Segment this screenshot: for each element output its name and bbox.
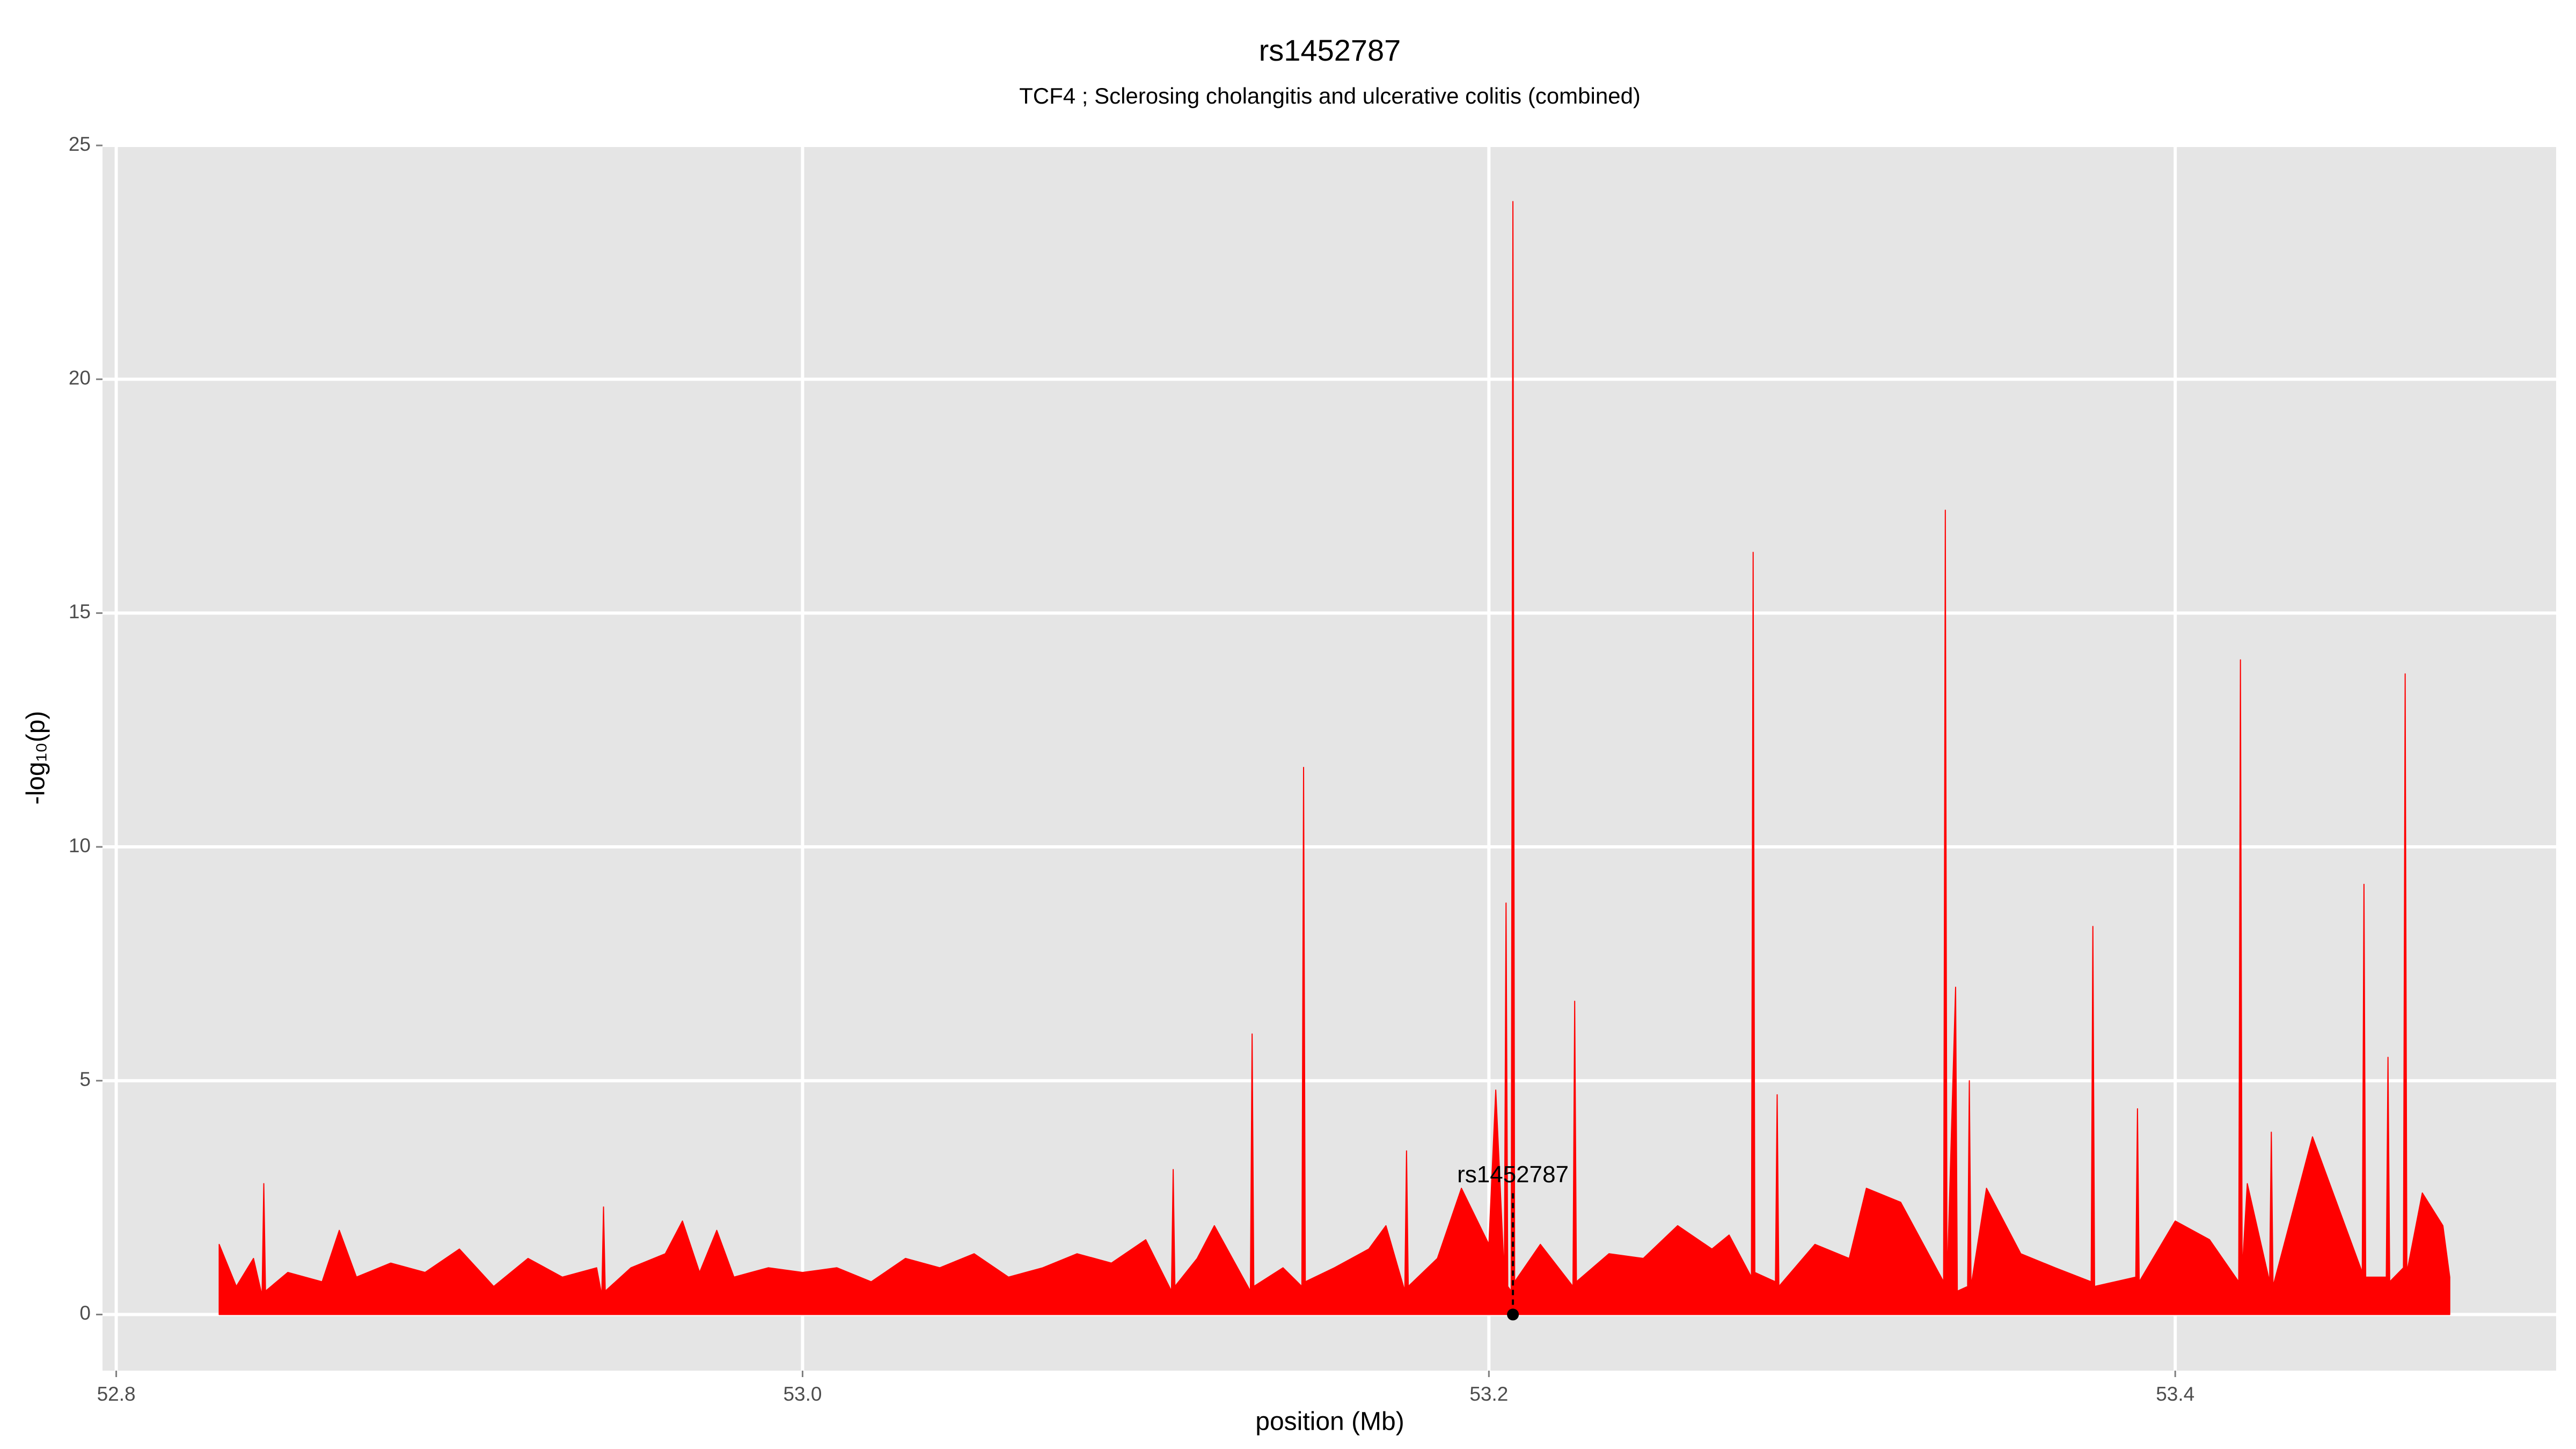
plot-panel [103, 145, 2556, 1371]
x-axis-label: position (Mb) [1255, 1408, 1404, 1436]
chart-subtitle: TCF4 ; Sclerosing cholangitis and ulcera… [1019, 83, 1641, 108]
y-tick-label: 25 [69, 133, 91, 155]
y-tick-label: 5 [79, 1069, 91, 1091]
y-tick-label: 20 [69, 367, 91, 389]
y-tick-label: 0 [79, 1302, 91, 1324]
x-tick-label: 53.0 [783, 1383, 822, 1405]
y-tick-label: 15 [69, 601, 91, 623]
annotation-label: rs1452787 [1457, 1161, 1569, 1188]
area [218, 201, 2450, 1315]
x-tick-label: 53.2 [1469, 1383, 1508, 1405]
x-tick-label: 53.4 [2156, 1383, 2194, 1405]
y-tick-label: 10 [69, 835, 91, 857]
y-axis-label: -log₁₀(p) [22, 711, 50, 805]
chart-title: rs1452787 [1259, 33, 1401, 67]
x-tick-label: 52.8 [97, 1383, 136, 1405]
annotation-point [1507, 1308, 1519, 1321]
